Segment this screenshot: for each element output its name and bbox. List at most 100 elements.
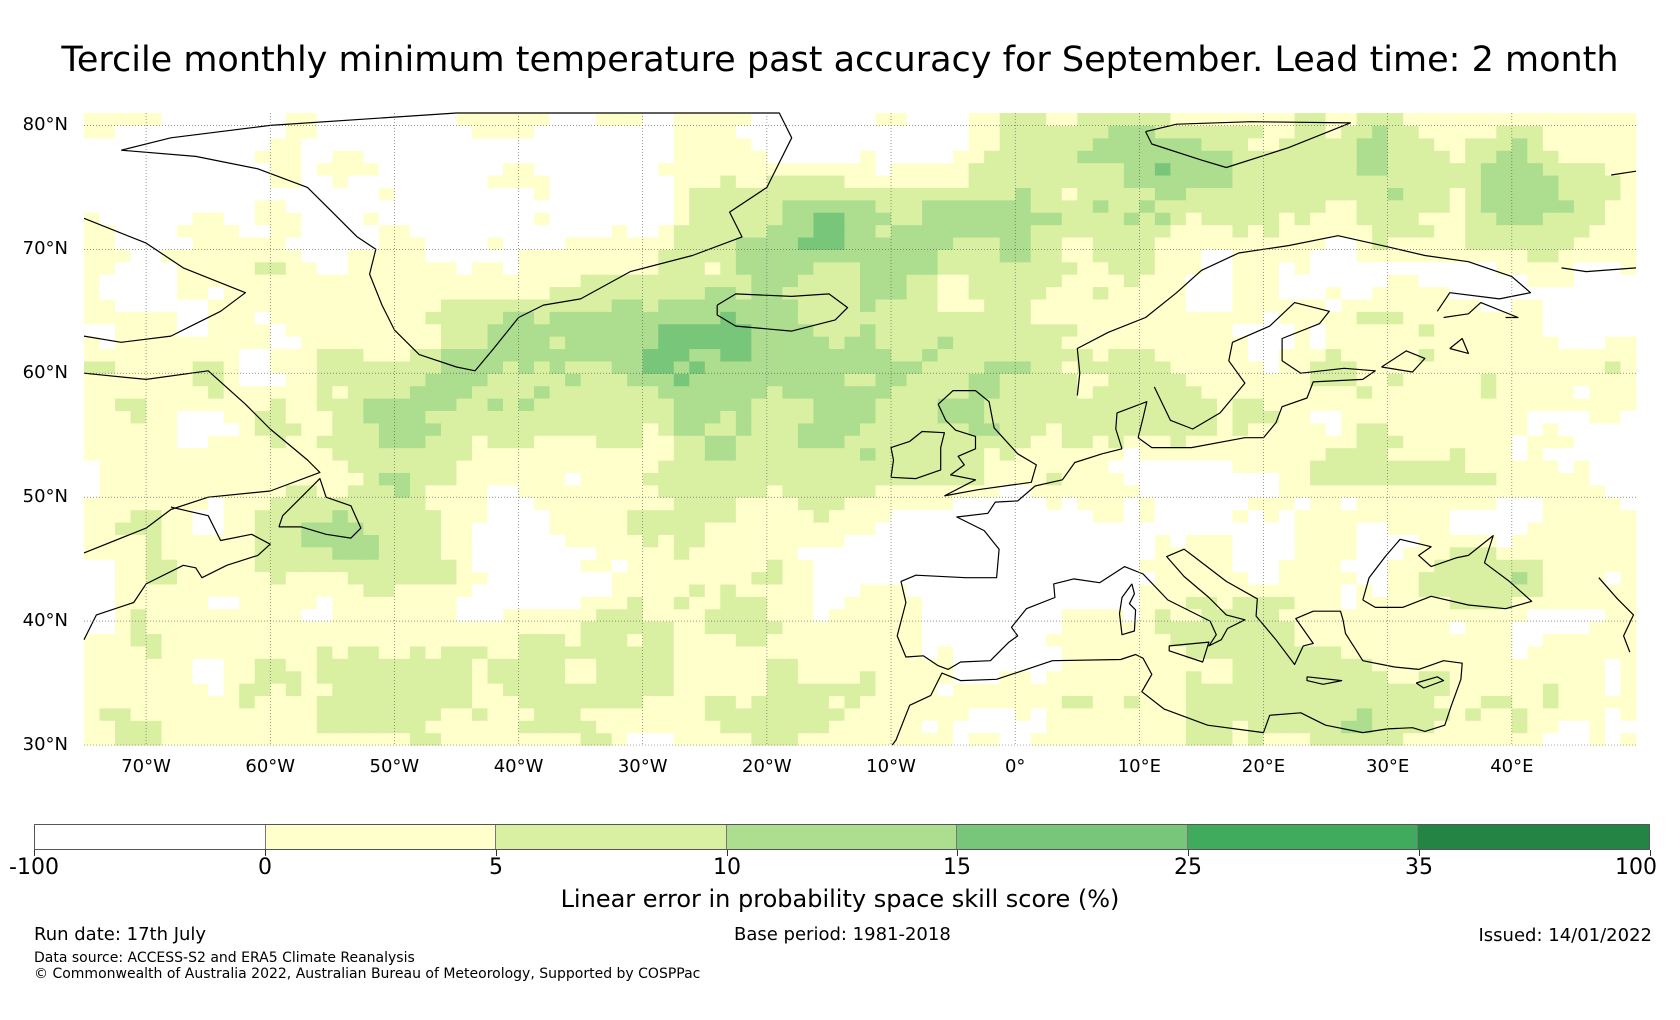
skill-cell [751,509,768,523]
skill-cell [797,137,815,151]
skill-cell [1279,336,1296,350]
skill-cell [177,534,194,548]
skill-cell [565,410,582,424]
skill-cell [1325,521,1342,535]
skill-cell [1170,608,1187,622]
skill-cell [1061,559,1078,573]
skill-cell [363,125,380,139]
skill-cell [1620,311,1637,325]
skill-cell [472,695,489,709]
skill-cell [751,571,768,585]
skill-cell [549,596,566,610]
skill-cell [409,162,427,176]
skill-cell [161,336,178,350]
skill-cell [875,249,892,263]
skill-cell [1279,311,1296,325]
skill-cell [704,187,721,201]
skill-cell [704,385,721,399]
skill-cell [627,249,644,263]
skill-cell [425,670,442,684]
skill-cell [689,125,706,139]
skill-cell [1310,398,1327,412]
skill-cell [1310,224,1327,238]
skill-cell [1356,174,1373,188]
skill-cell [1527,658,1544,672]
skill-cell [1154,472,1171,486]
skill-cell [1015,484,1032,498]
skill-cell [984,732,1001,746]
skill-cell [1372,125,1389,139]
skill-cell [1263,497,1280,511]
skill-cell [766,707,783,721]
skill-cell [953,125,970,139]
skill-cell [1294,274,1311,288]
skill-cell [1527,199,1544,213]
skill-cell [394,174,411,188]
skill-cell [1542,645,1559,659]
skill-cell [1046,720,1063,734]
skill-cell [161,546,178,560]
skill-cell [208,608,225,622]
skill-cell [115,162,132,176]
skill-cell [844,459,861,473]
skill-cell [611,224,628,238]
skill-cell [813,249,830,263]
skill-cell [813,385,830,399]
skill-cell [1154,571,1171,585]
skill-cell [1248,137,1265,151]
skill-cell [1310,509,1327,523]
skill-cell [1170,534,1187,548]
skill-cell [813,311,830,325]
skill-cell [751,336,768,350]
skill-cell [192,509,209,523]
skill-cell [1077,707,1094,721]
skill-cell [1620,571,1637,585]
skill-cell [1480,497,1497,511]
skill-cell [177,286,194,300]
skill-cell [1092,707,1109,721]
skill-cell [518,385,535,399]
skill-cell [1201,546,1218,560]
skill-cell [860,174,877,188]
skill-cell [456,658,473,672]
skill-cell [891,174,908,188]
skill-cell [1046,497,1063,511]
skill-cell [658,224,675,238]
skill-cell [1325,286,1342,300]
skill-cell [363,621,380,635]
skill-cell [1558,385,1575,399]
skill-cell [1263,199,1280,213]
skill-cell [1341,125,1358,139]
skill-cell [425,360,442,374]
skill-cell [565,187,582,201]
skill-cell [409,137,427,151]
skill-cell [1263,298,1280,312]
skill-cell [1558,720,1575,734]
skill-cell [1356,608,1373,622]
skill-cell [1092,125,1109,139]
skill-cell [1558,435,1575,449]
skill-cell [658,720,675,734]
skill-cell [301,422,318,436]
skill-cell [673,658,690,672]
skill-cell [1310,546,1327,560]
skill-cell [689,683,706,697]
skill-cell [208,360,225,374]
skill-cell [1123,336,1140,350]
skill-cell [208,261,225,275]
skill-cell [394,472,411,486]
skill-cell [658,596,675,610]
skill-cell [1123,583,1140,597]
skill-cell [1092,398,1109,412]
skill-cell [208,435,225,449]
skill-cell [1620,720,1637,734]
skill-cell [1061,621,1078,635]
skill-cell [953,212,970,226]
skill-cell [565,447,582,461]
skill-cell [1216,670,1234,684]
skill-cell [192,224,209,238]
skill-cell [1387,707,1404,721]
skill-cell [1341,174,1358,188]
skill-cell [363,348,380,362]
skill-cell [1496,224,1513,238]
